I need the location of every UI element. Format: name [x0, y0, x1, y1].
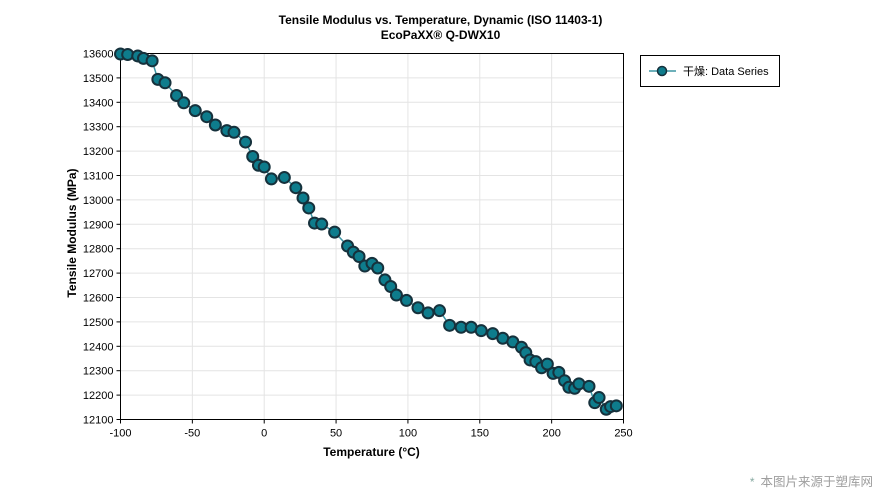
- data-point: [158, 76, 172, 90]
- data-point: [177, 96, 191, 110]
- data-point: [609, 399, 623, 413]
- data-point: [257, 160, 271, 174]
- data-point: [540, 357, 554, 371]
- x-tick-label: 200: [542, 428, 560, 440]
- chart-subtitle: EcoPaXX® Q-DWX10: [380, 28, 501, 42]
- y-tick-label: 12900: [83, 219, 114, 231]
- data-point: [421, 306, 435, 320]
- watermark-text: 本图片来源于塑库网: [760, 475, 873, 489]
- y-tick-label: 12700: [83, 268, 114, 280]
- data-point: [582, 379, 596, 393]
- data-point: [246, 149, 260, 163]
- x-tick-label: 150: [471, 428, 489, 440]
- x-axis-title: Temperature (°C): [323, 445, 420, 459]
- data-point: [443, 318, 457, 332]
- data-point: [264, 172, 278, 186]
- data-point: [328, 225, 342, 239]
- y-tick-label: 13000: [83, 195, 114, 207]
- x-tick-label: 250: [614, 428, 632, 440]
- x-tick-label: 100: [399, 428, 417, 440]
- plot-border: [120, 53, 624, 420]
- data-point: [145, 54, 159, 68]
- data-point: [188, 104, 202, 118]
- data-point: [208, 118, 222, 132]
- data-point: [592, 391, 606, 405]
- data-point: [399, 293, 413, 307]
- data-point: [389, 288, 403, 302]
- y-tick-label: 12800: [83, 244, 114, 256]
- y-tick-label: 13100: [83, 171, 114, 183]
- chart-title: Tensile Modulus vs. Temperature, Dynamic…: [278, 13, 603, 27]
- y-tick-label: 13500: [83, 73, 114, 85]
- x-tick-label: 50: [330, 428, 342, 440]
- data-point: [227, 125, 241, 139]
- data-point: [289, 181, 303, 195]
- data-point: [352, 250, 366, 264]
- data-point: [200, 110, 214, 124]
- y-tick-label: 12200: [83, 390, 114, 402]
- data-point: [315, 217, 329, 231]
- data-point: [474, 324, 488, 338]
- y-tick-label: 12300: [83, 366, 114, 378]
- x-tick-label: -100: [109, 428, 131, 440]
- data-point: [302, 201, 316, 215]
- watermark: * 本图片来源于塑库网: [750, 471, 873, 490]
- x-tick-label: -50: [184, 428, 200, 440]
- chart-header: Tensile Modulus vs. Temperature, Dynamic…: [0, 13, 881, 43]
- legend-marker-icon: [649, 65, 676, 77]
- y-tick-label: 12100: [83, 415, 114, 427]
- x-tick-label: 0: [261, 428, 267, 440]
- data-point: [296, 191, 310, 205]
- y-tick-label: 13600: [83, 49, 114, 61]
- legend-item-label: 干燥: Data Series: [683, 66, 769, 78]
- y-tick-label: 12500: [83, 317, 114, 329]
- y-tick-label: 13300: [83, 122, 114, 134]
- data-point: [239, 135, 253, 149]
- data-point: [411, 301, 425, 315]
- y-tick-label: 13400: [83, 97, 114, 109]
- watermark-asterisk: *: [749, 475, 755, 489]
- legend: 干燥: Data Series: [640, 55, 780, 87]
- data-point: [433, 304, 447, 318]
- data-point: [371, 261, 385, 275]
- y-tick-label: 12400: [83, 341, 114, 353]
- data-point: [277, 170, 291, 184]
- y-tick-label: 12600: [83, 293, 114, 305]
- y-tick-label: 13200: [83, 146, 114, 158]
- data-point: [486, 327, 500, 341]
- data-point: [384, 280, 398, 294]
